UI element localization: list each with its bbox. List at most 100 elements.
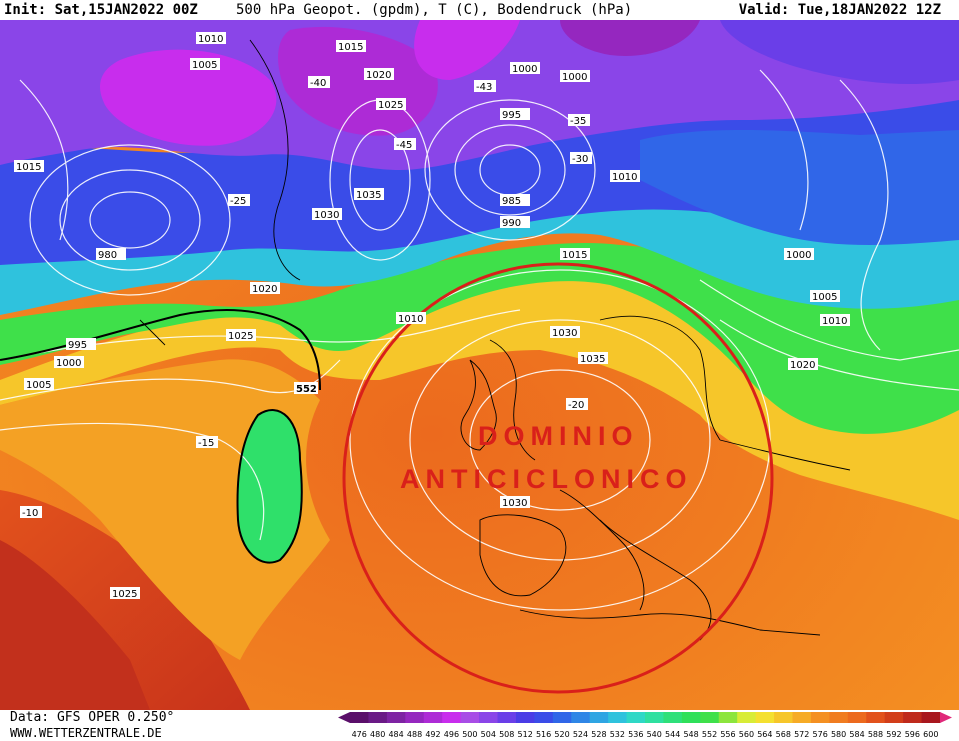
map-title: 500 hPa Geopot. (gpdm), T (C), Bodendruc… [236, 2, 633, 18]
svg-text:1005: 1005 [192, 60, 217, 71]
svg-text:1000: 1000 [512, 64, 537, 75]
scale-swatch [626, 712, 646, 723]
scale-tick-label: 504 [481, 730, 496, 739]
svg-text:-15: -15 [198, 438, 214, 449]
field-blue-top [720, 20, 959, 85]
svg-text:1020: 1020 [366, 70, 391, 81]
svg-text:-25: -25 [230, 196, 246, 207]
scale-swatch [515, 712, 535, 723]
contour-552-label: 552 [296, 384, 317, 395]
scale-swatch [718, 712, 738, 723]
scale-tick-label: 564 [757, 730, 772, 739]
scale-tick-label: 572 [794, 730, 809, 739]
svg-text:1015: 1015 [16, 162, 41, 173]
svg-text:1005: 1005 [812, 292, 837, 303]
svg-text:985: 985 [502, 196, 521, 207]
scale-tick-label: 600 [923, 730, 938, 739]
svg-text:-30: -30 [572, 154, 588, 165]
scale-swatch [810, 712, 830, 723]
scale-swatch [423, 712, 443, 723]
svg-text:1020: 1020 [252, 284, 277, 295]
svg-text:1035: 1035 [356, 190, 381, 201]
svg-text:-10: -10 [22, 508, 38, 519]
scale-swatch [534, 712, 554, 723]
svg-text:1030: 1030 [314, 210, 339, 221]
scale-arrow-left [338, 712, 350, 723]
coastlines [139, 39, 851, 641]
scale-tick-label: 496 [444, 730, 459, 739]
scale-tick-label: 476 [352, 730, 367, 739]
valid-time: Valid: Tue,18JAN2022 12Z [738, 2, 941, 18]
svg-text:980: 980 [98, 250, 117, 261]
svg-text:1000: 1000 [562, 72, 587, 83]
scale-tick-label: 500 [462, 730, 477, 739]
svg-text:1030: 1030 [552, 328, 577, 339]
weather-map: DOMINIO ANTICICLONICO 1010 1015 1005 102… [0, 20, 959, 710]
field-sw-red2 [0, 540, 150, 710]
temperature-labels: -40 -43 -45 -35 -30 -25 -20 -15 -10 [20, 76, 592, 519]
scale-swatch [497, 712, 517, 723]
svg-text:1000: 1000 [56, 358, 81, 369]
scale-tick-label: 492 [425, 730, 440, 739]
website: WWW.WETTERZENTRALE.DE [10, 726, 162, 740]
scale-tick-label: 544 [665, 730, 680, 739]
map-footer: Data: GFS OPER 0.250° WWW.WETTERZENTRALE… [0, 710, 959, 741]
annotation-line1: DOMINIO [478, 421, 639, 451]
scale-tick-label: 596 [905, 730, 920, 739]
scale-swatch [792, 712, 812, 723]
field-green [0, 243, 959, 434]
scale-tick-label: 524 [573, 730, 588, 739]
svg-text:1005: 1005 [26, 380, 51, 391]
annotation-line2: ANTICICLONICO [400, 464, 692, 494]
scale-swatch [700, 712, 720, 723]
scale-tick-label: 560 [739, 730, 754, 739]
field-green-blob [237, 410, 302, 563]
scale-tick-label: 488 [407, 730, 422, 739]
svg-text:1020: 1020 [790, 360, 815, 371]
scale-swatch [921, 712, 941, 723]
svg-text:-35: -35 [570, 116, 586, 127]
svg-text:1025: 1025 [112, 589, 137, 600]
scale-tick-label: 556 [720, 730, 735, 739]
scale-swatch [552, 712, 572, 723]
scale-swatch [350, 712, 369, 723]
color-scale: 476 480 484 488 492 496 500 504 508 512 516 520 524 5… [338, 712, 952, 739]
svg-text:1030: 1030 [502, 498, 527, 509]
scale-swatch [589, 712, 609, 723]
scale-tick-label: 580 [831, 730, 846, 739]
pressure-labels: 1010 1015 1005 1020 1025 1030 1035 1000 … [14, 32, 850, 600]
data-source: Data: GFS OPER 0.250° [10, 710, 175, 725]
field-purple-dark [560, 20, 700, 56]
scale-swatch [608, 712, 628, 723]
scale-tick-label: 480 [370, 730, 385, 739]
scale-tick-label: 520 [554, 730, 569, 739]
scale-swatch [737, 712, 757, 723]
svg-text:1010: 1010 [198, 34, 223, 45]
scale-swatch [866, 712, 886, 723]
map-header: Init: Sat,15JAN2022 00Z 500 hPa Geopot. … [0, 0, 959, 20]
scale-tick-label: 508 [499, 730, 514, 739]
scale-tick-label: 528 [591, 730, 606, 739]
svg-text:1025: 1025 [378, 100, 403, 111]
svg-text:1000: 1000 [786, 250, 811, 261]
svg-text:995: 995 [502, 110, 521, 121]
scale-swatch [903, 712, 923, 723]
field-magenta3 [414, 20, 520, 80]
scale-tick-label: 588 [868, 730, 883, 739]
scale-swatch [386, 712, 406, 723]
scale-tick-label: 552 [702, 730, 717, 739]
scale-tick-label: 516 [536, 730, 551, 739]
scale-arrow-right [940, 712, 952, 723]
field-magenta [100, 49, 277, 146]
scale-swatch [829, 712, 849, 723]
scale-tick-label: 584 [849, 730, 864, 739]
scale-swatch [571, 712, 591, 723]
scale-swatch [405, 712, 425, 723]
scale-tick-label: 512 [518, 730, 533, 739]
field-cyan [0, 185, 959, 315]
svg-text:1015: 1015 [338, 42, 363, 53]
scale-swatch [442, 712, 462, 723]
contour-552-blob [236, 409, 303, 564]
svg-text:-45: -45 [396, 140, 412, 151]
svg-text:1010: 1010 [822, 316, 847, 327]
